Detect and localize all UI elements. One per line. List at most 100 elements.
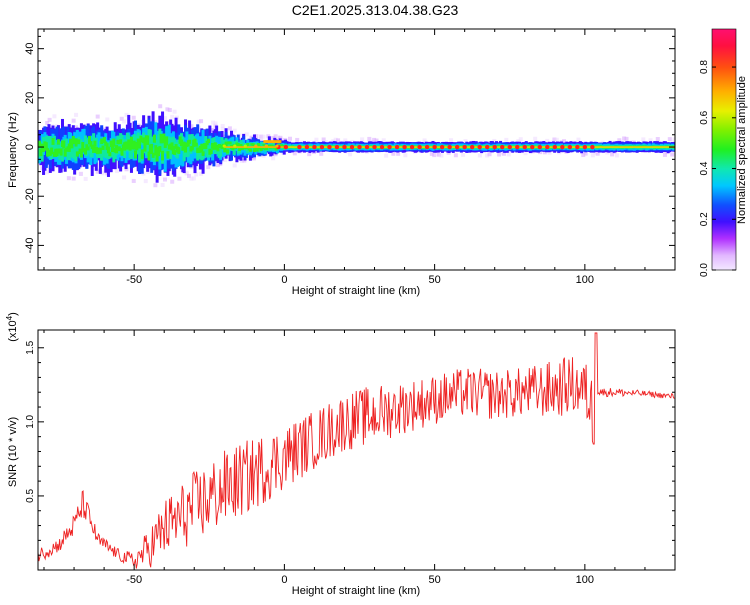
- spectrogram-cell: [129, 136, 133, 144]
- spectrogram-axes: -50 0 50 100 -40 -20 0 20 40: [24, 29, 676, 286]
- spectrogram-cell: [360, 137, 365, 142]
- snr-y-tick-label: 1.0: [25, 414, 36, 428]
- spectrogram-cell: [50, 147, 54, 155]
- spectrogram-cell: [173, 149, 177, 155]
- figure-title: C2E1.2025.313.04.38.G23: [291, 2, 459, 18]
- spectrogram-cell: [675, 144, 679, 148]
- spectrogram-peak-point: [469, 144, 475, 150]
- spectrogram-cell: [236, 143, 240, 147]
- spectrogram-cell: [117, 146, 121, 152]
- spectrogram-cell: [83, 148, 87, 155]
- spectrogram-cell: [212, 145, 216, 150]
- spectrogram-cell: [265, 147, 269, 150]
- spectrogram-cell: [384, 153, 389, 158]
- spectrogram-peak-point: [567, 144, 573, 150]
- spectrogram-x-tick-label: 0: [281, 274, 287, 286]
- spectrogram-cell: [477, 153, 482, 158]
- spectrogram-cell: [62, 140, 66, 149]
- spectrogram-cell: [211, 128, 216, 133]
- colorbar-ticks: 0.0 0.2 0.4 0.6 0.8: [699, 60, 736, 277]
- spectrogram-peak-point: [507, 144, 512, 150]
- spectrogram-cell: [74, 112, 79, 117]
- spectrogram-peak-point: [334, 144, 340, 150]
- spectrogram-cell: [54, 124, 59, 129]
- spectrogram-y-axis-label: Frequency (Hz): [7, 112, 19, 188]
- spectrogram-cell: [667, 137, 672, 142]
- spectrogram-peak-point: [409, 144, 415, 150]
- spectrogram-cell: [123, 146, 127, 159]
- spectrogram-cell: [254, 134, 259, 139]
- spectrogram-cell: [150, 136, 154, 151]
- spectrogram-cell: [374, 138, 379, 143]
- spectrogram-cell: [533, 136, 538, 141]
- spectrogram-cell: [194, 172, 199, 177]
- spectrogram-cell: [100, 171, 105, 176]
- spectrogram-peak-point: [500, 144, 505, 150]
- spectrogram-peak-point: [379, 144, 385, 150]
- spectrogram-cell: [143, 141, 147, 152]
- spectrogram-peak-point: [372, 144, 377, 150]
- spectrogram-cell: [244, 132, 249, 137]
- spectrogram-cell: [109, 140, 113, 148]
- spectrogram-y-tick-label: 20: [24, 92, 36, 104]
- spectrogram-cell: [167, 108, 172, 113]
- spectrogram-cell: [396, 151, 401, 156]
- spectrogram-cell: [184, 145, 188, 153]
- spectrogram-cell: [201, 151, 205, 156]
- spectrogram-cell: [191, 176, 196, 181]
- spectrogram-cell: [119, 139, 123, 145]
- spectrogram-cell: [670, 152, 675, 157]
- spectrogram-cell: [122, 119, 127, 124]
- spectrogram-cell: [147, 151, 151, 161]
- spectrogram-cell: [106, 146, 110, 154]
- spectrogram-peak-point: [327, 144, 332, 150]
- spectrogram-cell: [71, 176, 76, 181]
- spectrogram-cell: [48, 136, 52, 150]
- spectrogram-peak-point: [552, 144, 558, 150]
- spectrogram-cell: [193, 138, 197, 146]
- spectrogram-cell: [39, 148, 43, 157]
- spectrogram-peak-point: [402, 144, 407, 150]
- spectrogram-cell: [321, 137, 326, 142]
- spectrogram-cell: [108, 152, 112, 157]
- spectrogram-cell: [120, 148, 124, 156]
- spectrogram-cell: [125, 143, 129, 150]
- spectrogram-peak-point: [447, 144, 452, 150]
- spectrogram-cell: [501, 151, 506, 156]
- spectrogram-cell: [150, 143, 154, 155]
- spectrogram-cell: [516, 139, 521, 144]
- spectrogram-cell: [617, 138, 622, 143]
- spectrogram-cell: [83, 135, 87, 145]
- spectrogram-cell: [463, 139, 468, 144]
- spectrogram-peak-point: [357, 144, 362, 150]
- spectrogram-cell: [136, 138, 140, 145]
- spectrogram-cell: [165, 136, 169, 146]
- snr-line: [38, 332, 675, 569]
- spectrogram-cell: [208, 135, 212, 151]
- spectrogram-cell: [220, 123, 225, 128]
- spectrogram-peak-point: [424, 144, 430, 150]
- spectrogram-peak-point: [537, 144, 542, 150]
- spectrogram-cell: [554, 137, 559, 142]
- spectrogram-cell: [227, 143, 231, 153]
- spectrogram-cell: [162, 133, 166, 144]
- spectrogram-ridge-bump: [263, 140, 282, 144]
- spectrogram-cell: [198, 136, 202, 151]
- spectrogram-peak-point: [590, 144, 595, 150]
- spectrogram-cell: [47, 117, 52, 122]
- spectrogram-cell: [101, 139, 105, 150]
- spectrogram-cell: [372, 137, 377, 142]
- spectrogram-cell: [274, 148, 278, 151]
- spectrogram-peak-point: [243, 144, 247, 148]
- spectrogram-peak-point: [417, 144, 422, 150]
- spectrogram-cell: [116, 139, 120, 145]
- spectrogram-cell: [177, 147, 181, 154]
- spectrogram-cell: [595, 151, 600, 156]
- spectrogram-y-tick-label: -40: [24, 237, 36, 253]
- spectrogram-peak-point: [297, 144, 302, 150]
- snr-y-tick-label: 0.5: [25, 489, 36, 503]
- spectrogram-cell: [55, 148, 59, 157]
- spectrogram-cell: [211, 120, 216, 125]
- spectrogram-cell: [641, 137, 646, 142]
- spectrogram-cell: [523, 151, 528, 156]
